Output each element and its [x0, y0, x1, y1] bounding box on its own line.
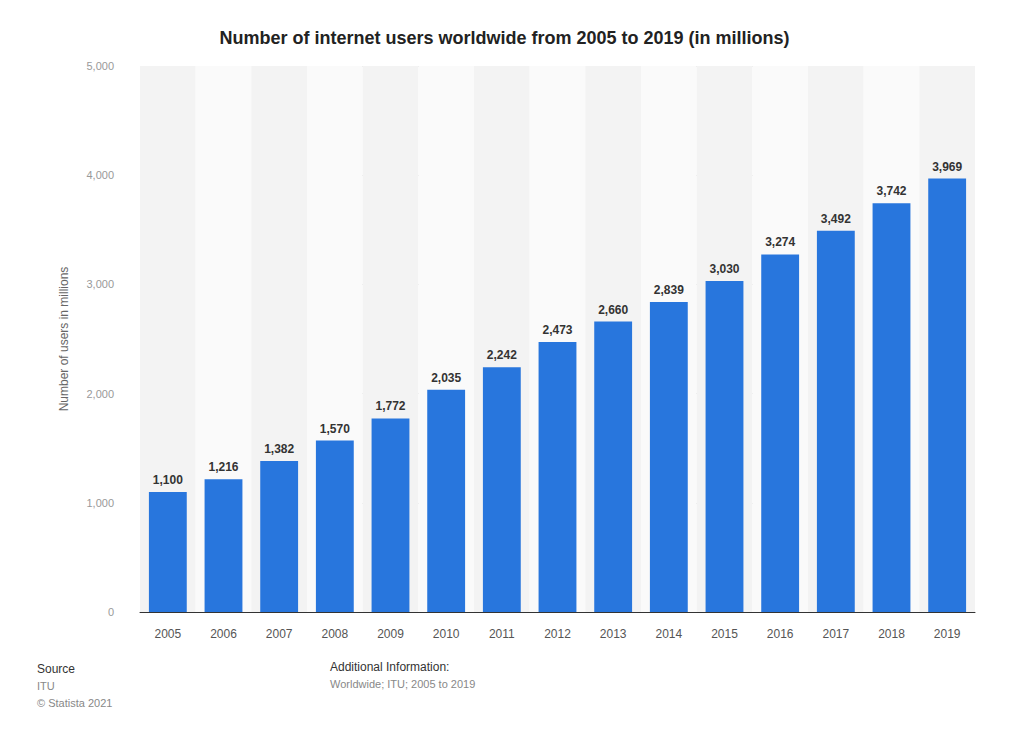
svg-text:2,473: 2,473: [542, 323, 572, 337]
svg-text:3,030: 3,030: [709, 262, 739, 276]
svg-text:2009: 2009: [377, 627, 404, 641]
svg-text:2017: 2017: [822, 627, 849, 641]
svg-text:1,382: 1,382: [264, 442, 294, 456]
svg-text:1,570: 1,570: [320, 422, 350, 436]
svg-text:5,000: 5,000: [86, 60, 114, 72]
svg-text:2,660: 2,660: [598, 303, 628, 317]
svg-text:2007: 2007: [266, 627, 293, 641]
svg-text:2,035: 2,035: [431, 371, 461, 385]
svg-text:3,492: 3,492: [821, 212, 851, 226]
svg-text:ITU: ITU: [37, 680, 55, 692]
svg-text:Source: Source: [37, 662, 75, 676]
svg-text:3,274: 3,274: [765, 235, 795, 249]
svg-text:2012: 2012: [544, 627, 571, 641]
svg-text:2008: 2008: [321, 627, 348, 641]
svg-text:2005: 2005: [154, 627, 181, 641]
svg-text:3,969: 3,969: [932, 160, 962, 174]
svg-text:2010: 2010: [433, 627, 460, 641]
svg-text:2018: 2018: [878, 627, 905, 641]
svg-text:2014: 2014: [655, 627, 682, 641]
svg-text:3,000: 3,000: [86, 278, 114, 290]
svg-text:4,000: 4,000: [86, 169, 114, 181]
svg-text:2,242: 2,242: [487, 348, 517, 362]
svg-text:Worldwide; ITU; 2005 to 2019: Worldwide; ITU; 2005 to 2019: [330, 678, 475, 690]
svg-text:Number of internet users world: Number of internet users worldwide from …: [219, 28, 789, 48]
svg-text:3,742: 3,742: [876, 184, 906, 198]
svg-text:1,216: 1,216: [208, 460, 238, 474]
svg-text:2011: 2011: [489, 627, 515, 641]
svg-text:© Statista 2021: © Statista 2021: [37, 697, 112, 709]
svg-text:2019: 2019: [934, 627, 961, 641]
svg-text:2006: 2006: [210, 627, 237, 641]
svg-text:1,100: 1,100: [153, 473, 183, 487]
svg-text:2015: 2015: [711, 627, 738, 641]
svg-text:1,772: 1,772: [375, 399, 405, 413]
svg-text:2,839: 2,839: [654, 283, 684, 297]
svg-text:0: 0: [108, 606, 114, 618]
svg-text:2016: 2016: [767, 627, 794, 641]
svg-text:1,000: 1,000: [86, 497, 114, 509]
svg-text:Additional Information:: Additional Information:: [330, 660, 449, 674]
svg-text:2013: 2013: [600, 627, 627, 641]
svg-text:Number of users in millions: Number of users in millions: [57, 267, 71, 412]
svg-text:2,000: 2,000: [86, 388, 114, 400]
